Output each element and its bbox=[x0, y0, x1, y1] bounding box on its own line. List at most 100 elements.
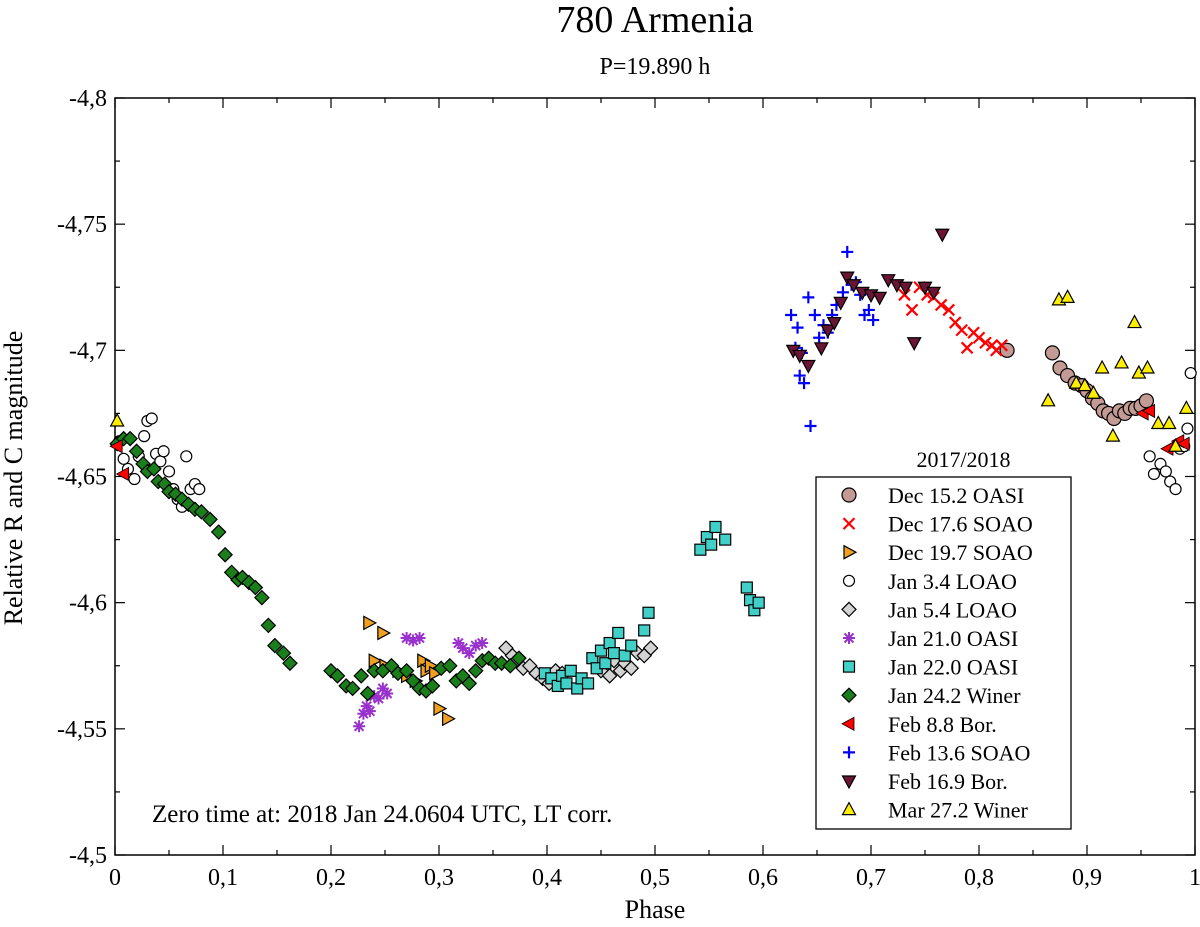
data-point-jan-24-2-winer bbox=[275, 645, 292, 661]
data-point-jan-22-0-oasi bbox=[694, 543, 707, 556]
legend-marker-jan-3-4-loao bbox=[842, 574, 856, 587]
data-point-mar-27-2-winer bbox=[1040, 392, 1056, 407]
data-point-jan-24-2-winer bbox=[260, 617, 277, 634]
data-point-jan-21-0-oasi bbox=[381, 687, 394, 700]
x-tick-label: 1 bbox=[1189, 865, 1200, 891]
data-point-jan-22-0-oasi bbox=[564, 664, 577, 677]
y-axis-label: Relative R and C magnitude bbox=[0, 331, 28, 626]
data-point-feb-8-8-bor bbox=[1141, 403, 1156, 419]
y-tick-label: -4,65 bbox=[57, 465, 107, 491]
chart-subtitle: P=19.890 h bbox=[600, 54, 711, 80]
data-point-feb-16-9-bor bbox=[792, 349, 808, 364]
data-point-dec-17-6-soao bbox=[905, 303, 919, 317]
data-point-mar-27-2-winer bbox=[1068, 374, 1084, 389]
legend-marker-feb-16-9-bor bbox=[841, 775, 857, 790]
y-tick-label: -4,5 bbox=[69, 843, 107, 869]
data-point-jan-21-0-oasi bbox=[357, 707, 370, 720]
data-point-jan-24-2-winer bbox=[193, 503, 210, 520]
data-point-mar-27-2-winer bbox=[1105, 427, 1121, 442]
data-point-feb-16-9-bor bbox=[926, 286, 942, 301]
x-tick-label: 0,9 bbox=[1072, 865, 1102, 891]
data-point-feb-16-9-bor bbox=[800, 359, 816, 374]
data-point-jan-22-0-oasi bbox=[599, 657, 612, 670]
data-point-dec-15-2-oasi bbox=[1138, 393, 1155, 409]
data-point-jan-21-0-oasi bbox=[376, 682, 389, 695]
data-point-mar-27-2-winer bbox=[1178, 400, 1194, 414]
data-point-mar-27-2-winer bbox=[1094, 359, 1110, 374]
data-point-dec-19-7-soao bbox=[442, 711, 456, 727]
data-point-jan-22-0-oasi bbox=[638, 624, 651, 637]
data-point-dec-17-6-soao bbox=[979, 336, 992, 350]
data-point-dec-17-6-soao bbox=[995, 339, 1008, 352]
data-point-feb-13-6-soao bbox=[804, 420, 817, 433]
data-point-feb-13-6-soao bbox=[802, 291, 815, 304]
data-point-dec-15-2-oasi bbox=[1044, 345, 1061, 361]
data-point-jan-24-2-winer bbox=[398, 662, 415, 679]
data-point-jan-22-0-oasi bbox=[752, 596, 765, 609]
legend-marker-dec-15-2-oasi bbox=[841, 487, 857, 503]
data-point-jan-24-2-winer bbox=[424, 678, 441, 694]
data-point-jan-21-0-oasi bbox=[363, 705, 376, 718]
data-point-jan-24-2-winer bbox=[217, 546, 234, 563]
data-point-dec-19-7-soao bbox=[433, 701, 448, 717]
data-point-jan-22-0-oasi bbox=[740, 581, 753, 594]
x-axis-label: Phase bbox=[625, 895, 686, 924]
data-point-mar-27-2-winer bbox=[1114, 354, 1130, 369]
legend-title: 2017/2018 bbox=[916, 447, 1010, 472]
data-point-jan-21-0-oasi bbox=[372, 692, 385, 705]
data-point-jan-22-0-oasi bbox=[642, 606, 655, 619]
data-point-jan-24-2-winer bbox=[353, 667, 370, 684]
data-point-feb-16-9-bor bbox=[813, 342, 829, 357]
data-point-feb-8-8-bor bbox=[115, 466, 130, 482]
data-point-feb-13-6-soao bbox=[836, 286, 849, 299]
data-point-jan-3-4-loao bbox=[138, 430, 151, 443]
y-tick-label: -4,8 bbox=[69, 86, 107, 112]
data-point-feb-16-9-bor bbox=[839, 271, 855, 286]
data-point-jan-22-0-oasi bbox=[594, 644, 608, 657]
data-point-mar-27-2-winer bbox=[1161, 415, 1177, 430]
data-point-feb-13-6-soao bbox=[841, 245, 854, 258]
y-tick-label: -4,6 bbox=[69, 591, 107, 617]
legend: 2017/2018 Dec 15.2 OASI Dec 17.6 SOAO Dec 1… bbox=[815, 447, 1072, 830]
data-point-jan-24-2-winer bbox=[254, 589, 270, 606]
data-point-jan-24-2-winer bbox=[441, 657, 458, 674]
data-point-feb-13-6-soao bbox=[798, 377, 811, 390]
data-point-feb-16-9-bor bbox=[846, 279, 862, 293]
data-point-jan-3-4-loao bbox=[1169, 483, 1182, 496]
data-point-jan-22-0-oasi bbox=[705, 538, 718, 551]
legend-label-feb-8-8-bor: Feb 8.8 Bor. bbox=[888, 712, 997, 737]
data-point-dec-17-6-soao bbox=[942, 303, 956, 317]
data-point-jan-5-4-loao bbox=[601, 667, 618, 684]
data-point-jan-24-2-winer bbox=[146, 461, 162, 477]
legend-label-dec-17-6-soao: Dec 17.6 SOAO bbox=[888, 512, 1033, 537]
legend-marker-jan-21-0-oasi bbox=[843, 632, 855, 644]
data-point-dec-17-6-soao bbox=[898, 288, 911, 302]
plot-area: 0 0,1 0,2 0,3 0,4 0,5 0,6 0,7 0,8 0,9 1 -4,8 -4,75 -4… bbox=[57, 86, 1200, 891]
data-point-jan-22-0-oasi bbox=[607, 647, 621, 660]
data-point-jan-22-0-oasi bbox=[560, 677, 573, 690]
data-point-feb-13-6-soao bbox=[791, 321, 804, 334]
legend-label-dec-19-7-soao: Dec 19.7 SOAO bbox=[888, 540, 1033, 565]
data-point-feb-16-9-bor bbox=[872, 291, 888, 306]
data-point-jan-21-0-oasi bbox=[413, 631, 426, 644]
annotation-zero-time: Zero time at: 2018 Jan 24.0604 UTC, LT c… bbox=[152, 801, 612, 828]
legend-box bbox=[815, 476, 1072, 830]
data-point-feb-13-6-soao bbox=[813, 331, 826, 344]
legend-label-jan-24-2-winer: Jan 24.2 Winer bbox=[888, 683, 1021, 708]
data-point-jan-5-4-loao bbox=[623, 660, 640, 677]
data-point-feb-16-9-bor bbox=[820, 324, 836, 339]
data-point-jan-3-4-loao bbox=[1147, 467, 1161, 481]
data-point-jan-22-0-oasi bbox=[571, 682, 584, 695]
legend-marker-feb-8-8-bor bbox=[841, 716, 855, 731]
data-point-jan-3-4-loao bbox=[1159, 465, 1172, 478]
data-point-jan-21-0-oasi bbox=[452, 637, 465, 650]
x-tick-label: 0,3 bbox=[424, 865, 454, 891]
data-point-jan-21-0-oasi bbox=[400, 631, 413, 644]
data-point-dec-19-7-soao bbox=[377, 625, 392, 641]
data-point-jan-3-4-loao bbox=[1184, 366, 1197, 380]
x-tick-label: 0 bbox=[109, 865, 121, 891]
y-tick-label: -4,7 bbox=[69, 338, 107, 364]
x-tick-label: 0,6 bbox=[748, 865, 778, 891]
data-point-jan-3-4-loao bbox=[1143, 450, 1156, 463]
